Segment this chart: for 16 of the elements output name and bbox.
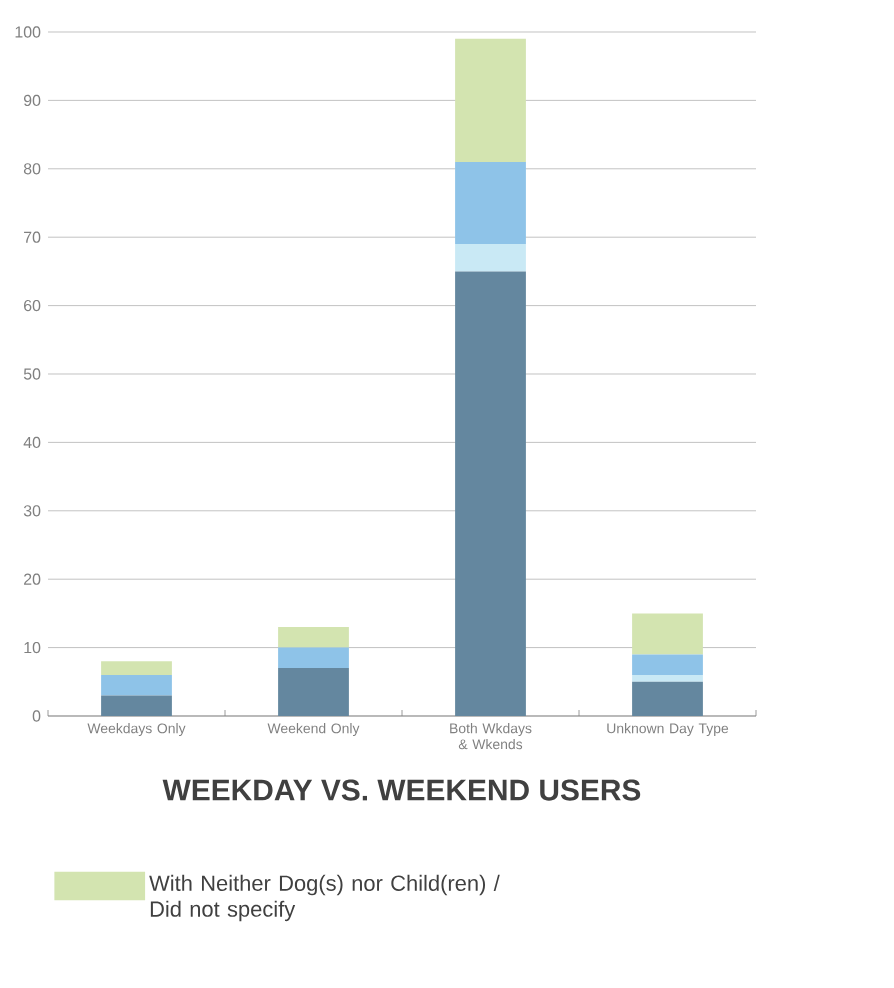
- bar: [455, 161, 526, 245]
- bar: [101, 661, 172, 675]
- bar: [632, 654, 703, 675]
- bar: [632, 681, 703, 716]
- bar: [455, 271, 526, 716]
- bar: [455, 244, 526, 272]
- bar: [278, 627, 349, 648]
- legend-label: With Neither Dog(s) nor Child(ren) / Did not specify: [149, 874, 500, 922]
- bar: [278, 647, 349, 669]
- bar: [632, 613, 703, 655]
- bar: [278, 668, 349, 716]
- text: WEEKDAY VS. WEEKEND USERS: [162, 779, 641, 801]
- bar: [632, 674, 703, 682]
- bar: [455, 38, 526, 162]
- bar: [101, 695, 172, 716]
- bar: [101, 674, 172, 696]
